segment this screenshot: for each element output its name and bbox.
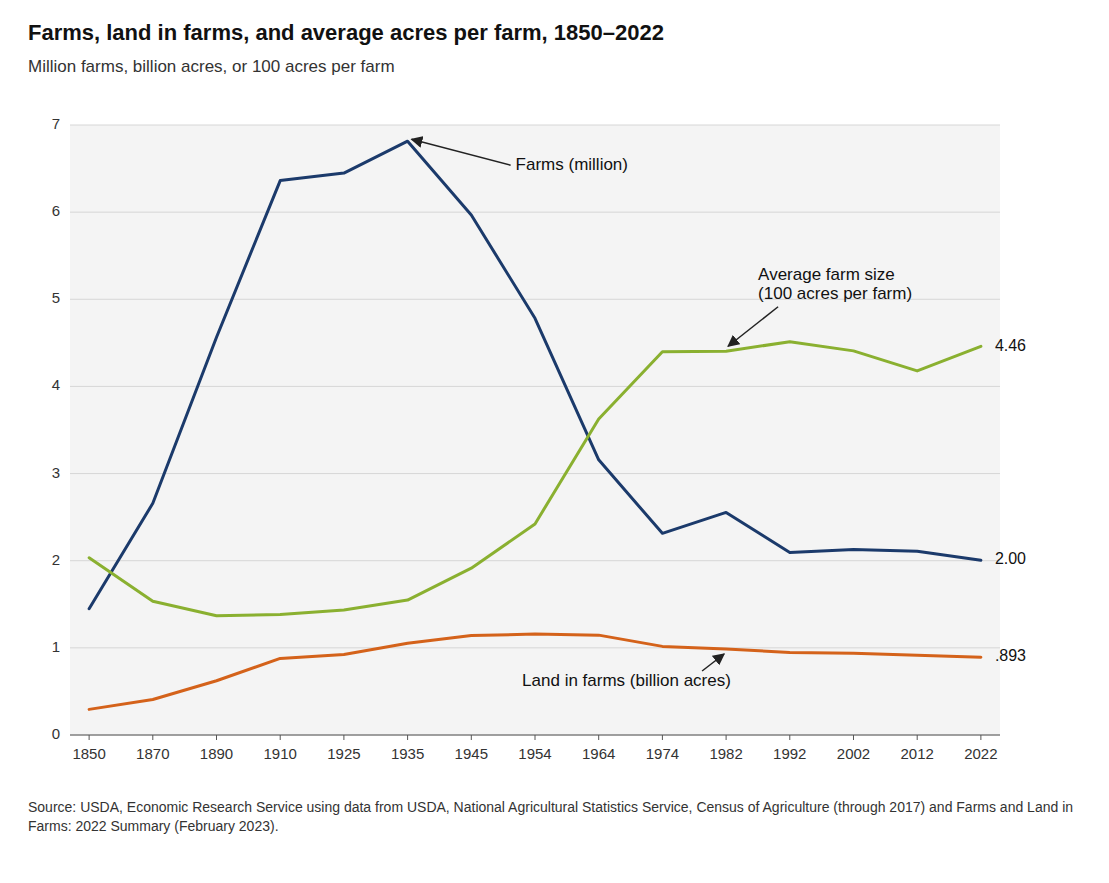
x-tick-label: 1974 (646, 745, 679, 762)
y-grid: 0 1 2 3 4 5 6 7 (52, 115, 1000, 742)
annotation-arrow (412, 139, 511, 165)
y-tick-label: 2 (52, 551, 60, 568)
annotation: Average farm size(100 acres per farm) (758, 265, 912, 303)
annotations: Farms (million) Land in farms (billion ac… (412, 139, 912, 690)
annotation-line: Land in farms (billion acres) (522, 671, 731, 690)
lines (89, 141, 981, 709)
x-tick (280, 735, 281, 740)
source-line: Source: USDA, Economic Research Service … (28, 799, 1073, 815)
annotation-arrow (728, 307, 778, 347)
x-tick (152, 735, 153, 740)
x-tick-label: 1890 (200, 745, 233, 762)
annotation-line: Farms (million) (516, 155, 628, 174)
x-tick-label: 1982 (709, 745, 742, 762)
x-axis: 1850 1870 1890 1910 1925 1935 1945 1954 1964 1974… (70, 735, 1000, 762)
annotation-arrow (702, 654, 724, 671)
x-tick (535, 735, 536, 740)
grid-line (70, 560, 1000, 561)
x-tick (980, 735, 981, 740)
annotation-line: (100 acres per farm) (758, 284, 912, 303)
x-tick (471, 735, 472, 740)
x-tick-label: 1954 (518, 745, 551, 762)
x-tick (853, 735, 854, 740)
grid-line (70, 647, 1000, 648)
chart: Farms, land in farms, and average acres … (0, 0, 1109, 883)
y-tick-label: 4 (52, 376, 60, 393)
grid-line (70, 386, 1000, 387)
grid-line (70, 212, 1000, 213)
x-tick-label: 1925 (327, 745, 360, 762)
annotation: Farms (million) (516, 155, 628, 174)
value-label: .893 (995, 647, 1026, 664)
x-tick (598, 735, 599, 740)
x-tick-label: 1992 (773, 745, 806, 762)
subtitle: Million farms, billion acres, or 100 acr… (28, 57, 395, 76)
x-tick (89, 735, 90, 740)
annotation: Land in farms (billion acres) (522, 671, 731, 690)
x-tick-label: 1870 (136, 745, 169, 762)
x-tick (726, 735, 727, 740)
grid-line (70, 125, 1000, 126)
y-tick-label: 0 (52, 725, 60, 742)
series-line (89, 634, 981, 709)
x-tick-label: 1850 (72, 745, 105, 762)
x-tick (917, 735, 918, 740)
source: Source: USDA, Economic Research Service … (28, 799, 1073, 834)
x-tick-label: 2022 (964, 745, 997, 762)
series-line (89, 342, 981, 616)
x-tick-label: 1964 (582, 745, 615, 762)
x-tick (216, 735, 217, 740)
value-label: 2.00 (995, 550, 1026, 567)
y-tick-label: 5 (52, 289, 60, 306)
x-tick (662, 735, 663, 740)
annotation-line: Average farm size (758, 265, 895, 284)
y-tick-label: 3 (52, 464, 60, 481)
source-line: Farms: 2022 Summary (February 2023). (28, 818, 279, 834)
y-tick-label: 6 (52, 202, 60, 219)
x-tick-label: 2012 (901, 745, 934, 762)
grid-line (70, 473, 1000, 474)
series-line (89, 141, 981, 609)
x-tick (343, 735, 344, 740)
y-tick-label: 7 (52, 115, 60, 132)
value-labels: 2.00 .893 4.46 (995, 337, 1026, 665)
x-tick-label: 1935 (391, 745, 424, 762)
title: Farms, land in farms, and average acres … (28, 20, 664, 45)
x-tick-label: 1945 (455, 745, 488, 762)
x-tick-label: 2002 (837, 745, 870, 762)
plot-background (70, 125, 1000, 735)
x-tick (789, 735, 790, 740)
y-tick-label: 1 (52, 638, 60, 655)
x-tick-label: 1910 (264, 745, 297, 762)
value-label: 4.46 (995, 337, 1026, 354)
x-tick (407, 735, 408, 740)
